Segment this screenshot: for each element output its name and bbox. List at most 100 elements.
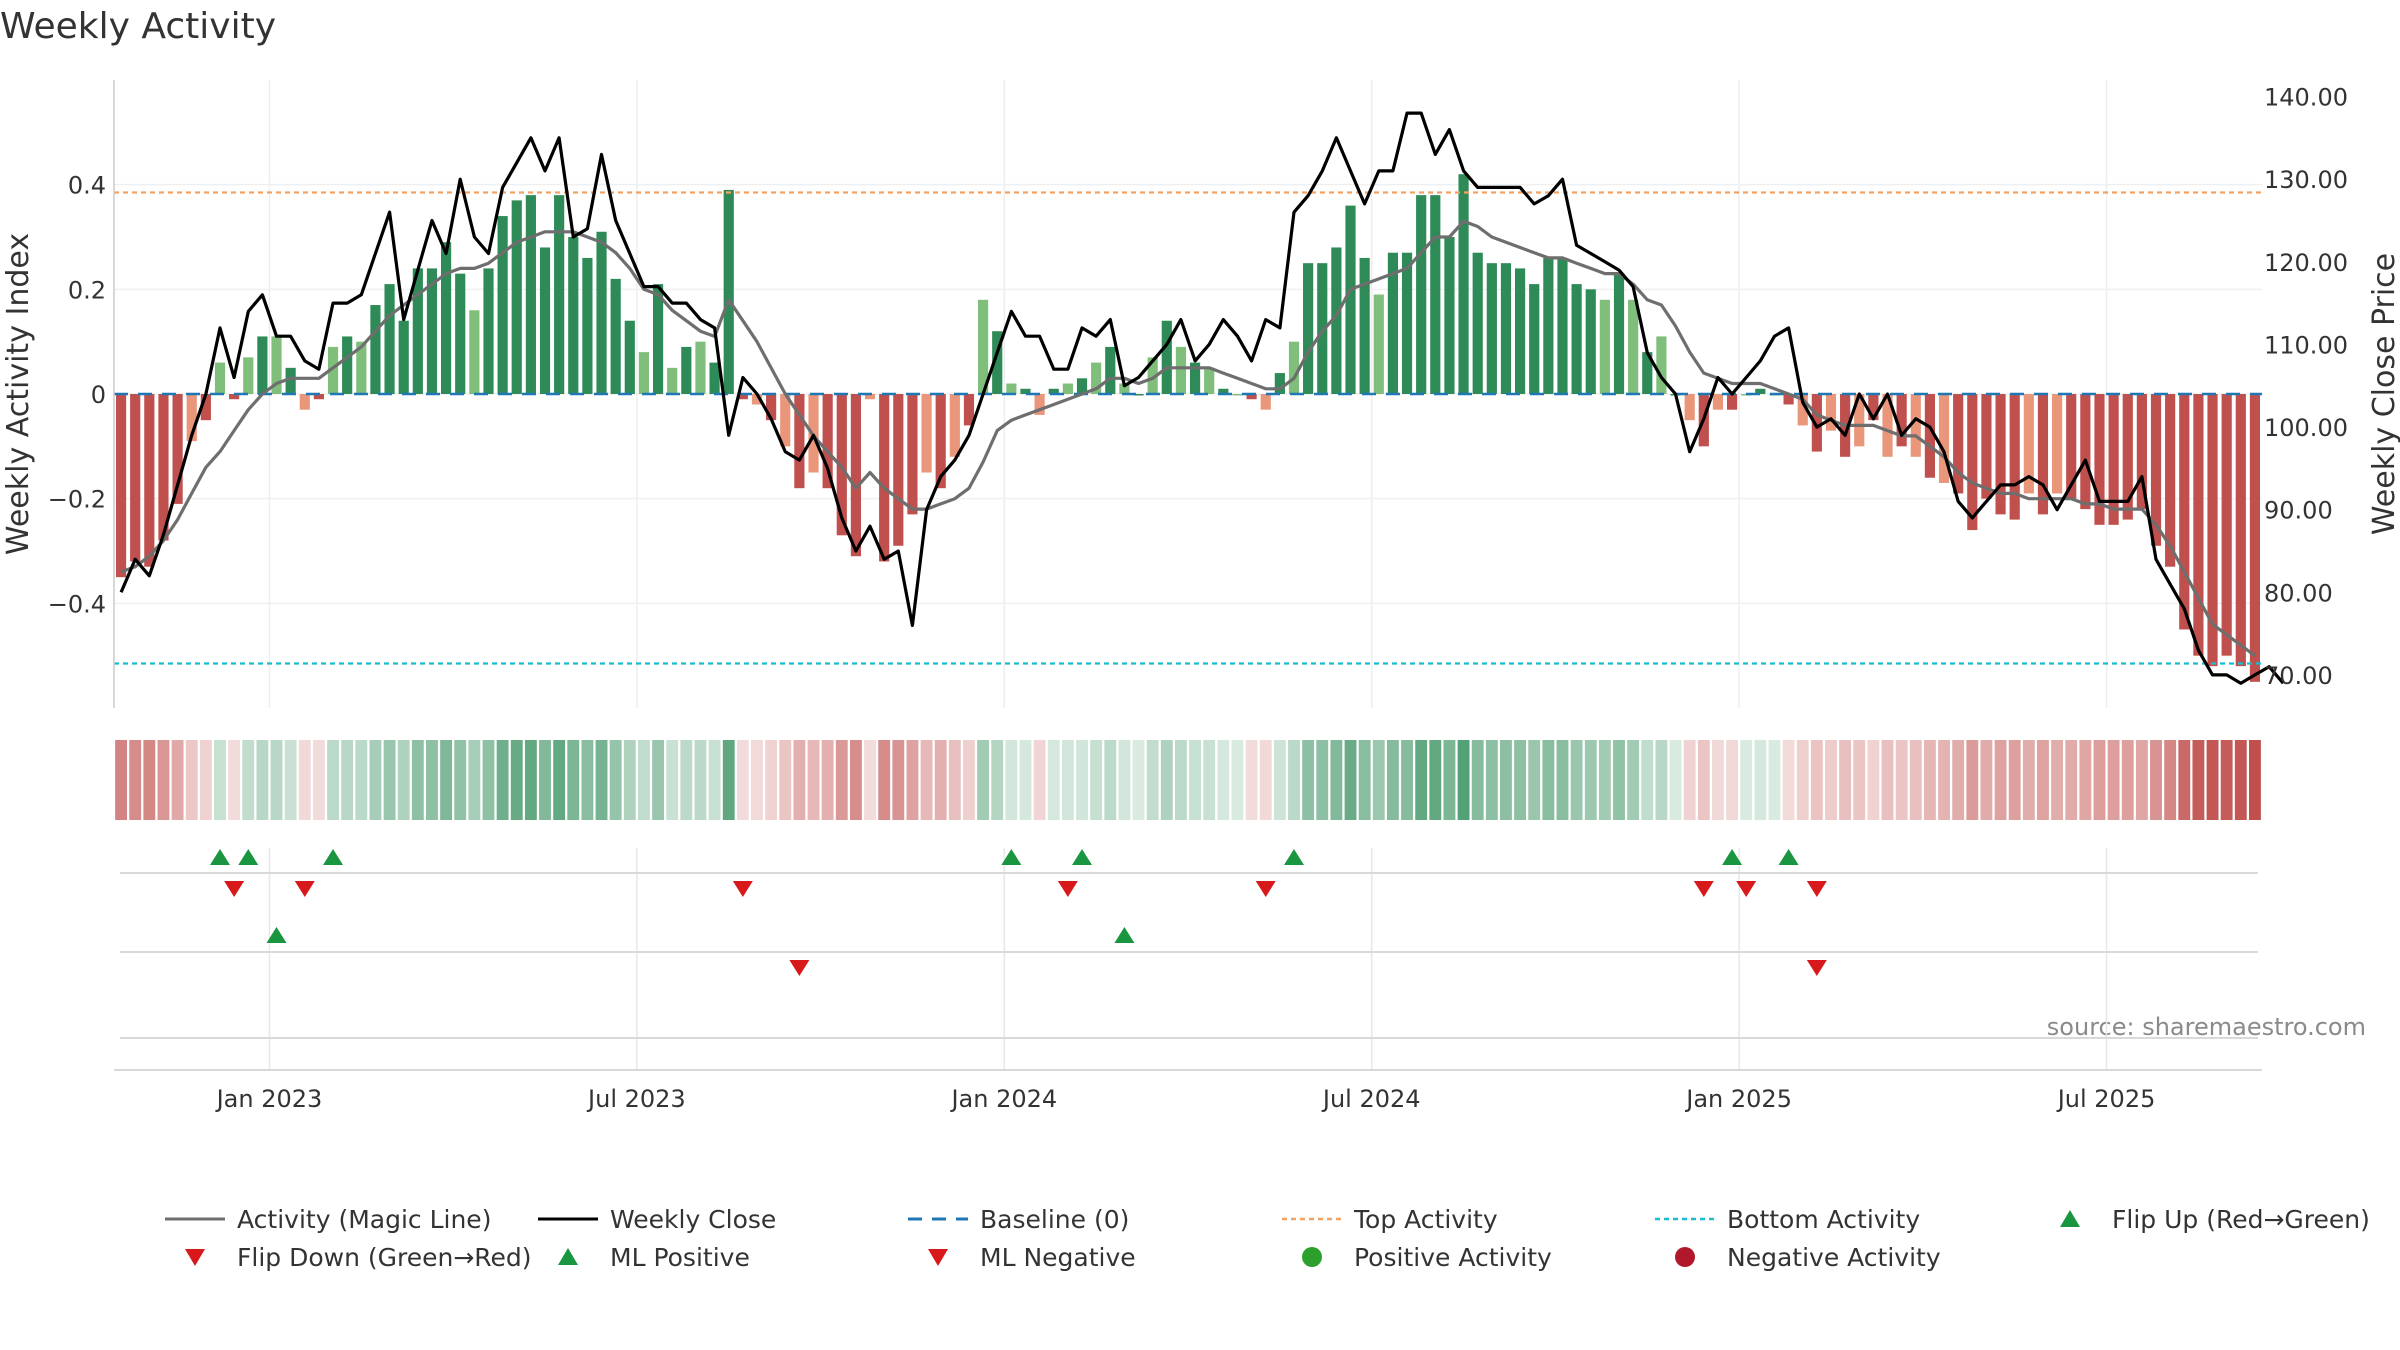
activity-bar (356, 341, 367, 394)
heat-strip-cell (1584, 740, 1597, 820)
y-right-tick-label: 90.00 (2264, 497, 2333, 525)
heat-strip-cell (623, 740, 636, 820)
activity-bar (441, 242, 452, 394)
activity-bar (172, 394, 183, 504)
heat-strip-cell (214, 740, 226, 820)
x-tick-label: Jan 2023 (215, 1085, 323, 1113)
y-right-tick-label: 110.00 (2264, 331, 2348, 359)
activity-bar (978, 299, 989, 394)
heat-strip-cell (228, 740, 241, 820)
flip-down-marker (1736, 881, 1757, 897)
activity-bar (921, 394, 932, 473)
heat-strip-cell (807, 740, 820, 820)
chart-title: Weekly Activity (0, 6, 276, 47)
heat-strip-cell (2051, 740, 2064, 820)
activity-bar (1995, 394, 2006, 515)
activity-bar (1910, 394, 1921, 457)
heat-strip-cell (553, 740, 566, 820)
heat-strip-cell (1231, 740, 1244, 820)
heat-strip-layer (115, 740, 2261, 820)
heat-strip-cell (1867, 740, 1880, 820)
activity-bar (144, 394, 155, 567)
heat-strip-cell (2150, 740, 2162, 820)
heat-strip-cell (1160, 740, 1173, 820)
heat-strip-cell (1471, 740, 1484, 820)
activity-bar (412, 268, 423, 394)
flip-up-marker (1001, 849, 1022, 865)
activity-bar (766, 394, 777, 421)
x-tick-label: Jan 2025 (1684, 1085, 1792, 1113)
activity-bar (1642, 352, 1653, 394)
heat-strip-cell (2220, 740, 2233, 820)
activity-bar (1811, 394, 1822, 452)
activity-bar (483, 268, 494, 394)
heat-strip-cell (1203, 740, 1216, 820)
legend-item: ML Negative (928, 1243, 1136, 1272)
heat-strip-cell (355, 740, 368, 820)
heat-strip-cell (341, 740, 354, 820)
flip-down-marker (294, 881, 315, 897)
activity-bar (1034, 394, 1045, 415)
activity-bar (681, 346, 692, 394)
activity-bar (525, 195, 536, 394)
heat-strip-cell (298, 740, 311, 820)
activity-bar (737, 394, 748, 400)
activity-bar (1373, 294, 1384, 394)
activity-bar (554, 195, 565, 394)
y-left-tick-label: 0.2 (68, 276, 106, 304)
heat-strip-cell (567, 740, 580, 820)
heat-strip-cell (284, 740, 297, 820)
activity-bar (455, 273, 466, 394)
activity-bar (426, 268, 438, 394)
activity-bar (2066, 394, 2077, 499)
activity-bar (214, 362, 226, 394)
markers-layer (209, 849, 1827, 976)
activity-bar (1062, 383, 1073, 394)
heat-strip-cell (722, 740, 735, 820)
y-left-tick-label: 0 (91, 381, 106, 409)
activity-bar (1020, 388, 1031, 394)
heat-strip-cell (694, 740, 707, 820)
activity-bar (1091, 362, 1102, 394)
legend-item: Flip Up (Red→Green) (2060, 1205, 2370, 1234)
x-tick-label: Jul 2024 (1321, 1085, 1421, 1113)
y-right-tick-label: 140.00 (2264, 84, 2348, 112)
heat-strip-cell (454, 740, 467, 820)
legend-label: Positive Activity (1354, 1243, 1552, 1272)
heat-strip-cell (510, 740, 523, 820)
flip-down-marker (732, 881, 753, 897)
activity-bar (822, 394, 833, 489)
activity-bar (1133, 394, 1144, 396)
heat-strip-cell (581, 740, 594, 820)
activity-bar (285, 367, 296, 394)
heat-strip-cell (1118, 740, 1131, 820)
activity-bar (243, 357, 254, 394)
heat-strip-cell (878, 740, 891, 820)
heat-strip-cell (2037, 740, 2049, 820)
heat-strip-cell (2022, 740, 2035, 820)
heat-strip-cell (948, 740, 961, 820)
activity-bar (695, 341, 706, 394)
activity-bar (158, 394, 169, 541)
heat-strip-cell (411, 740, 424, 820)
heat-strip-cell (2008, 740, 2021, 820)
activity-bar (1953, 394, 1964, 494)
activity-bar (1416, 195, 1427, 394)
activity-bar (1345, 205, 1356, 394)
activity-bar (1218, 388, 1229, 394)
heat-strip-cell (1514, 740, 1527, 820)
heat-strip-cell (934, 740, 947, 820)
heat-strip-cell (1754, 740, 1767, 820)
heat-strip-cell (1415, 740, 1428, 820)
heat-strip-cell (708, 740, 721, 820)
flip-down-marker (1057, 881, 1078, 897)
legend-item: ML Positive (558, 1243, 750, 1272)
activity-bar (1331, 247, 1342, 394)
heat-strip-cell (1669, 740, 1682, 820)
y-right-tick-label: 120.00 (2264, 249, 2348, 277)
activity-bar (1896, 394, 1907, 447)
activity-bar (1585, 289, 1596, 394)
activity-bar (1684, 394, 1695, 421)
flip-up-marker (209, 849, 230, 865)
